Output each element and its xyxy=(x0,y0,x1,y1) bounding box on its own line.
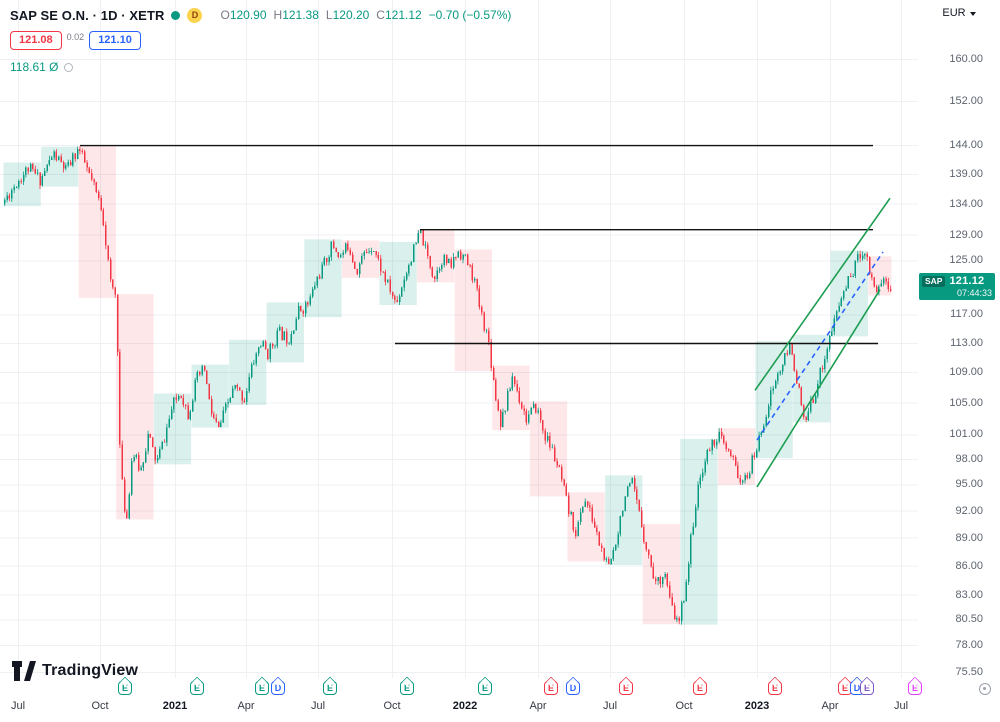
marker-notch xyxy=(840,676,850,687)
bid-ask-row: 121.08 0.02 121.10 xyxy=(10,31,511,51)
bar-countdown: 07:44:33 xyxy=(956,288,992,299)
ohlc-values: O 120.90 H 121.38 L 120.20 C 121.12 −0.70 (−… xyxy=(213,8,511,22)
currency-selector[interactable]: EUR xyxy=(918,7,1000,19)
delayed-data-icon[interactable]: D xyxy=(187,7,203,23)
price-axis-label: 95.00 xyxy=(955,478,983,491)
price-axis-label: 83.00 xyxy=(955,588,983,601)
earnings-marker[interactable]: E xyxy=(619,676,633,695)
marker-notch xyxy=(910,676,920,687)
dividend-marker[interactable]: D xyxy=(566,676,580,695)
price-axis-label: 86.00 xyxy=(955,559,983,572)
marker-notch xyxy=(862,676,872,687)
time-axis-year-label: 2022 xyxy=(452,700,478,712)
time-axis-month-label: Oct xyxy=(675,700,693,712)
earnings-marker[interactable]: E xyxy=(190,676,204,695)
time-axis-year-label: 2023 xyxy=(744,700,770,712)
time-axis-month-label: Apr xyxy=(821,700,839,712)
spread-value: 0.02 xyxy=(66,32,85,42)
marker-notch xyxy=(402,676,412,687)
price-axis-label: 117.00 xyxy=(950,308,983,321)
time-axis-month-label: Jul xyxy=(310,700,326,712)
earnings-marker[interactable]: E xyxy=(118,676,132,695)
earnings-marker[interactable]: E xyxy=(908,676,922,695)
price-axis-label: 89.00 xyxy=(955,531,983,544)
symbol-chip: SAP xyxy=(922,275,946,287)
price-axis-label: 98.00 xyxy=(955,452,983,465)
marker-notch xyxy=(621,676,631,687)
open-label: O xyxy=(220,8,230,22)
earnings-marker[interactable]: E xyxy=(693,676,707,695)
marker-notch xyxy=(480,676,490,687)
price-axis[interactable]: EUR SAP 121.12 07:44:33 160.00 152.00 144.… xyxy=(918,0,1000,678)
earnings-marker[interactable]: E xyxy=(544,676,558,695)
high-label: H xyxy=(273,8,283,22)
earnings-marker[interactable]: E xyxy=(255,676,269,695)
marker-notch xyxy=(695,676,705,687)
time-axis-year-label: 2021 xyxy=(162,700,188,712)
price-axis-label: 152.00 xyxy=(949,94,983,107)
price-axis-label: 78.00 xyxy=(955,639,983,652)
marker-notch xyxy=(273,676,283,687)
price-axis-label: 139.00 xyxy=(949,167,983,180)
low-value: 120.20 xyxy=(332,8,370,22)
marker-notch xyxy=(192,676,202,687)
marker-notch xyxy=(257,676,267,687)
symbol-row: SAP SE O.N. · 1D · XETR D O 120.90 H 121.3… xyxy=(10,6,511,24)
marker-notch xyxy=(770,676,780,687)
tradingview-logo[interactable]: TradingView xyxy=(12,661,138,681)
marker-notch xyxy=(546,676,556,687)
price-axis-label: 129.00 xyxy=(949,228,983,241)
price-axis-label: 80.50 xyxy=(955,613,983,626)
time-axis-month-label: Apr xyxy=(237,700,255,712)
earnings-marker[interactable]: E xyxy=(400,676,414,695)
earnings-marker[interactable]: E xyxy=(478,676,492,695)
price-axis-label: 105.00 xyxy=(949,396,983,409)
time-axis-month-label: Jul xyxy=(893,700,909,712)
price-axis-label: 144.00 xyxy=(949,138,983,151)
earnings-marker[interactable]: E xyxy=(768,676,782,695)
price-axis-label: 160.00 xyxy=(949,53,983,65)
earnings-marker[interactable]: E xyxy=(323,676,337,695)
close-value: 121.12 xyxy=(384,8,422,22)
indicator-more-icon[interactable] xyxy=(64,62,74,72)
ask-price-button[interactable]: 121.10 xyxy=(89,31,141,50)
price-axis-label: 125.00 xyxy=(949,254,983,267)
earnings-marker[interactable]: E xyxy=(860,676,874,695)
dividend-marker[interactable]: D xyxy=(271,676,285,695)
price-axis-label: 113.00 xyxy=(950,336,983,349)
time-axis-month-label: Oct xyxy=(91,700,109,712)
last-price-badge: SAP 121.12 07:44:33 xyxy=(919,273,995,301)
time-axis-month-label: Jul xyxy=(602,700,618,712)
last-price-value: 121.12 xyxy=(949,275,985,288)
tradingview-logo-icon xyxy=(12,661,36,681)
tradingview-logo-text: TradingView xyxy=(42,662,139,679)
low-label: L xyxy=(325,8,333,22)
indicator-value[interactable]: 118.61 Ø xyxy=(10,60,59,74)
indicator-row: 118.61 Ø xyxy=(10,60,511,74)
currency-label: EUR xyxy=(942,7,966,19)
market-open-icon xyxy=(171,10,181,20)
time-axis-month-label: Apr xyxy=(529,700,547,712)
chevron-down-icon xyxy=(969,11,976,16)
marker-notch xyxy=(325,676,335,687)
price-axis-label: 92.00 xyxy=(955,504,983,517)
time-axis-month-label: Oct xyxy=(383,700,401,712)
open-value: 120.90 xyxy=(229,8,267,22)
chart-legend: SAP SE O.N. · 1D · XETR D O 120.90 H 121.3… xyxy=(10,6,511,74)
symbol-title[interactable]: SAP SE O.N. · 1D · XETR xyxy=(10,7,165,23)
close-label: C xyxy=(376,8,385,22)
time-axis[interactable]: Jul Oct 2021 Apr Jul Oct 2022 Apr Jul Oct 2023 Apr J… xyxy=(0,676,1000,722)
high-value: 121.38 xyxy=(282,8,319,22)
time-axis-month-label: Jul xyxy=(10,700,26,712)
axis-settings-icon[interactable] xyxy=(979,683,991,695)
change-value: −0.70 (−0.57%) xyxy=(428,8,512,22)
price-axis-label: 109.00 xyxy=(949,366,983,379)
price-axis-label: 134.00 xyxy=(949,197,983,210)
price-axis-label: 75.50 xyxy=(955,665,983,678)
price-axis-label: 101.00 xyxy=(949,428,983,441)
bid-price-button[interactable]: 121.08 xyxy=(10,31,62,50)
marker-notch xyxy=(568,676,578,687)
